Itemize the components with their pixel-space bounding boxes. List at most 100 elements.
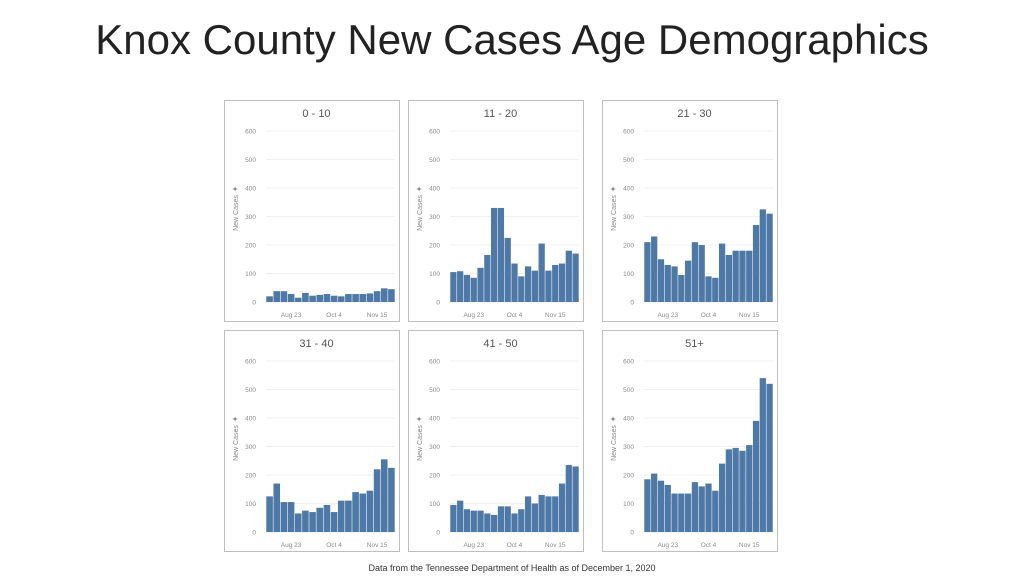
sort-icon[interactable]: ✦ <box>231 415 240 422</box>
bar[interactable] <box>457 271 464 302</box>
bar[interactable] <box>511 513 518 532</box>
bar[interactable] <box>366 293 374 302</box>
bar[interactable] <box>644 242 651 302</box>
bar[interactable] <box>664 484 671 532</box>
sort-icon[interactable]: ✦ <box>415 415 424 422</box>
bar[interactable] <box>511 263 518 302</box>
bar[interactable] <box>657 259 665 302</box>
bar[interactable] <box>651 473 658 532</box>
bar[interactable] <box>330 295 338 302</box>
bar[interactable] <box>323 504 331 532</box>
bar[interactable] <box>337 296 345 302</box>
bar[interactable] <box>759 378 766 532</box>
bar[interactable] <box>558 483 566 532</box>
bar[interactable] <box>497 506 505 532</box>
bar[interactable] <box>491 207 498 302</box>
bar[interactable] <box>484 513 491 532</box>
bar[interactable] <box>698 486 705 532</box>
bar[interactable] <box>450 272 457 302</box>
bar[interactable] <box>552 496 559 533</box>
bar[interactable] <box>491 514 498 532</box>
bar[interactable] <box>572 466 579 532</box>
bar[interactable] <box>316 507 324 532</box>
bar[interactable] <box>477 267 484 302</box>
bar[interactable] <box>545 496 552 533</box>
bar[interactable] <box>359 294 367 302</box>
bar[interactable] <box>316 294 324 303</box>
bar[interactable] <box>705 276 712 302</box>
bar[interactable] <box>470 510 477 533</box>
sort-icon[interactable]: ✦ <box>609 415 618 422</box>
bar[interactable] <box>657 480 665 532</box>
bar[interactable] <box>323 294 331 302</box>
bar[interactable] <box>366 490 374 532</box>
bar[interactable] <box>273 291 281 302</box>
bar[interactable] <box>538 494 545 532</box>
bar[interactable] <box>463 509 471 532</box>
bar[interactable] <box>388 467 395 533</box>
bar[interactable] <box>266 296 273 302</box>
bar[interactable] <box>518 276 525 302</box>
bar[interactable] <box>345 294 352 302</box>
bar[interactable] <box>373 291 381 302</box>
bar[interactable] <box>302 292 309 302</box>
bar[interactable] <box>712 277 719 302</box>
bar[interactable] <box>337 500 345 532</box>
bar[interactable] <box>345 500 352 532</box>
bar[interactable] <box>752 225 760 302</box>
bar[interactable] <box>294 513 302 532</box>
bar[interactable] <box>524 266 532 303</box>
bar[interactable] <box>273 483 281 532</box>
bar[interactable] <box>280 291 288 302</box>
bar[interactable] <box>739 250 746 302</box>
bar[interactable] <box>718 463 726 532</box>
bar[interactable] <box>712 490 719 532</box>
bar[interactable] <box>524 496 532 533</box>
bar[interactable] <box>457 500 464 532</box>
bar[interactable] <box>266 496 273 533</box>
bar[interactable] <box>565 465 572 532</box>
bar[interactable] <box>287 502 295 532</box>
bar[interactable] <box>739 450 746 532</box>
bar[interactable] <box>287 294 295 302</box>
bar[interactable] <box>671 493 678 532</box>
bar[interactable] <box>280 502 288 532</box>
bar[interactable] <box>644 479 651 532</box>
bar[interactable] <box>373 469 381 532</box>
bar[interactable] <box>359 493 367 532</box>
bar[interactable] <box>380 288 388 302</box>
bar[interactable] <box>309 295 316 302</box>
sort-icon[interactable]: ✦ <box>609 185 618 192</box>
bar[interactable] <box>538 243 545 302</box>
bar[interactable] <box>678 274 685 302</box>
bar[interactable] <box>352 294 359 302</box>
bar[interactable] <box>766 213 773 302</box>
bar[interactable] <box>746 445 753 532</box>
bar[interactable] <box>671 266 678 303</box>
bar[interactable] <box>572 253 579 302</box>
bar[interactable] <box>691 242 699 302</box>
bar[interactable] <box>691 482 699 533</box>
bar[interactable] <box>565 250 572 302</box>
bar[interactable] <box>552 264 559 302</box>
bar[interactable] <box>678 493 685 532</box>
bar[interactable] <box>380 459 388 532</box>
sort-icon[interactable]: ✦ <box>231 185 240 192</box>
bar[interactable] <box>746 250 753 302</box>
bar[interactable] <box>470 277 477 302</box>
bar[interactable] <box>651 236 658 302</box>
bar[interactable] <box>718 243 726 302</box>
bar[interactable] <box>302 510 309 533</box>
bar[interactable] <box>766 383 773 532</box>
bar[interactable] <box>388 289 395 302</box>
bar[interactable] <box>477 510 484 533</box>
bar[interactable] <box>504 237 511 303</box>
bar[interactable] <box>484 254 491 302</box>
bar[interactable] <box>352 492 359 532</box>
bar[interactable] <box>330 512 338 532</box>
bar[interactable] <box>294 297 302 302</box>
bar[interactable] <box>309 512 316 532</box>
bar[interactable] <box>504 506 511 532</box>
bar[interactable] <box>518 509 525 532</box>
bar[interactable] <box>450 504 457 532</box>
